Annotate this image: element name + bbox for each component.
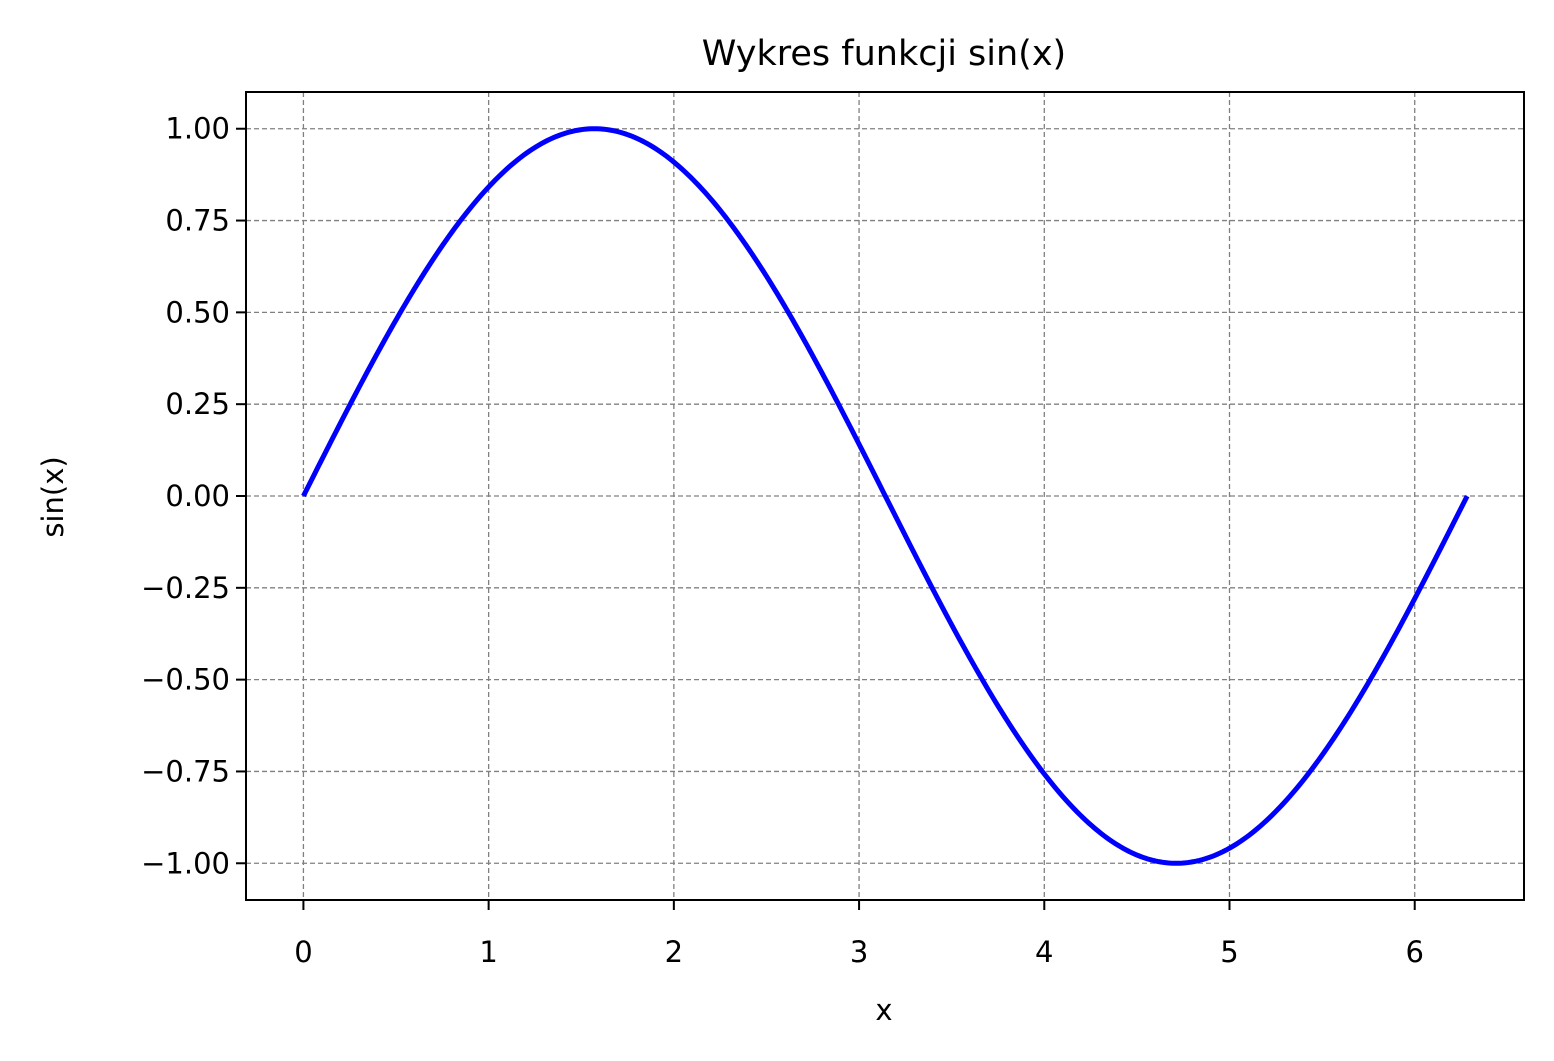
y-tick-label: 0.00 — [165, 479, 230, 513]
y-tick-label: 0.50 — [165, 295, 230, 329]
x-tick-label: 6 — [1405, 935, 1423, 969]
y-tick-label: −0.25 — [141, 571, 230, 605]
y-tick-label: −1.00 — [141, 846, 230, 880]
y-tick-label: 0.25 — [165, 387, 230, 421]
y-tick-label: −0.75 — [141, 754, 230, 788]
x-axis-ticks: 0 1 2 3 4 5 6 — [294, 900, 1424, 969]
y-tick-label: 1.00 — [165, 112, 230, 146]
y-axis-ticks: 1.00 0.75 0.50 0.25 0.00 −0.25 −0.50 −0.75 −1.00 — [141, 112, 246, 880]
series-layer — [301, 126, 1470, 866]
chart-title: Wykres funkcji sin(x) — [702, 34, 1066, 74]
sine-series-line — [301, 126, 1470, 866]
x-axis-label: x — [875, 993, 892, 1027]
x-tick-label: 1 — [479, 935, 497, 969]
y-tick-label: −0.50 — [141, 663, 230, 697]
x-tick-label: 4 — [1035, 935, 1053, 969]
x-tick-label: 3 — [850, 935, 868, 969]
x-tick-label: 2 — [665, 935, 683, 969]
x-tick-label: 5 — [1220, 935, 1238, 969]
x-tick-label: 0 — [294, 935, 312, 969]
y-axis-label: sin(x) — [36, 456, 70, 537]
y-tick-label: 0.75 — [165, 204, 230, 238]
